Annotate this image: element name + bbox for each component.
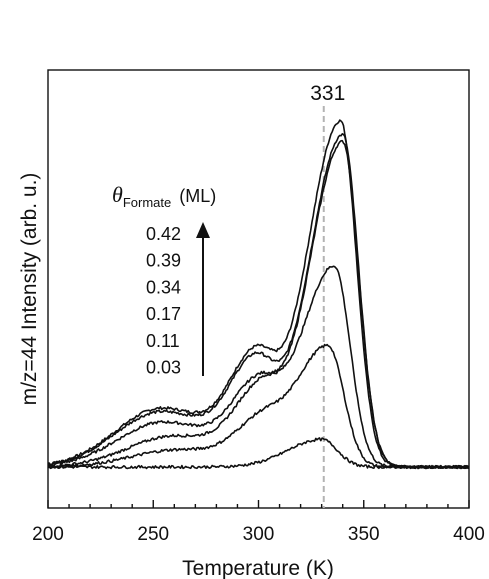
theta-unit: (ML) [179,186,216,206]
legend-value: 0.11 [146,331,180,351]
x-ticks: 200 250 300 350 400 [32,500,485,545]
legend-value: 0.34 [146,277,181,297]
y-axis-label: m/z=44 Intensity (arb. u.) [18,173,41,406]
series-line-5 [48,437,470,470]
x-axis-label: Temperature (K) [182,557,334,579]
legend-value: 0.17 [146,304,181,324]
legend-value: 0.39 [146,251,181,271]
theta-subscript: Formate [123,195,171,210]
series-group [47,119,470,470]
series-line-3 [47,265,470,470]
legend-value: 0.42 [146,224,181,244]
legend-title: θFormate (ML) [112,182,216,210]
theta-symbol: θ [112,182,123,207]
x-tick-label: 400 [453,524,485,545]
x-tick-label: 250 [137,524,169,545]
legend-value: 0.03 [146,358,181,378]
series-line-0 [47,119,469,470]
series-line-4 [47,343,469,470]
x-tick-label: 200 [32,524,64,545]
plot-frame [47,69,470,509]
x-tick-label: 350 [348,524,380,545]
x-tick-label: 300 [243,524,275,545]
legend: θFormate (ML) 0.42 0.39 0.34 0.17 0.11 0.03 [112,182,216,378]
legend-arrow-head [196,222,210,238]
annotation-label-331: 331 [310,82,345,105]
